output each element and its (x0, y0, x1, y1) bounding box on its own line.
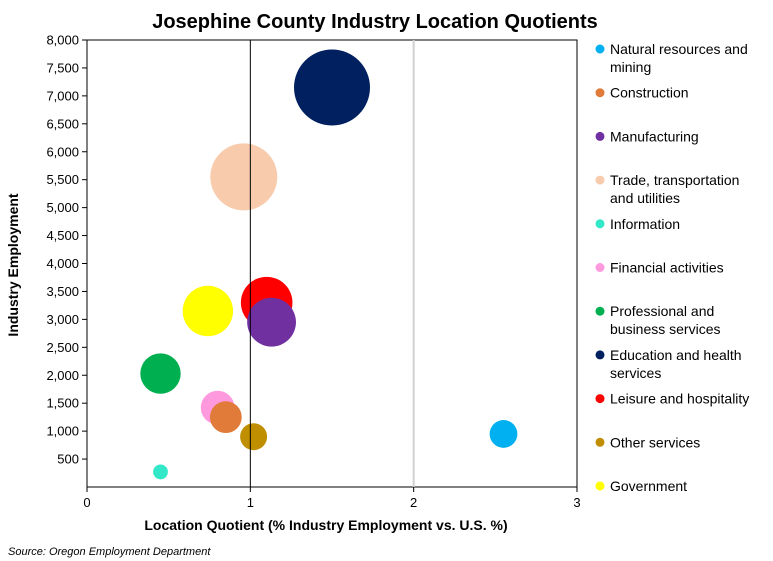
legend-item: Government (595, 478, 687, 494)
x-tick-label: 3 (573, 495, 580, 510)
legend-marker (595, 350, 605, 360)
bubble (210, 143, 278, 211)
legend-marker (595, 263, 605, 272)
y-tick-label: 8,000 (46, 33, 79, 48)
legend-label: business services (610, 321, 721, 337)
y-tick-label: 7,000 (46, 88, 79, 103)
bubble (140, 353, 181, 394)
bubble (209, 401, 242, 434)
x-tick-label: 0 (83, 495, 90, 510)
legend-marker (595, 175, 605, 185)
bubble (182, 285, 234, 337)
x-tick-label: 2 (410, 495, 417, 510)
legend-item: Information (595, 216, 680, 232)
legend-label: Information (610, 216, 680, 232)
legend-label: Construction (610, 85, 689, 101)
y-tick-label: 6,000 (46, 144, 79, 159)
y-tick-label: 3,500 (46, 284, 79, 299)
legend-marker (595, 88, 605, 98)
bubbles (140, 49, 518, 480)
legend-marker (595, 131, 605, 141)
y-tick-label: 1,000 (46, 424, 79, 439)
legend-marker (595, 481, 605, 491)
legend-label: mining (610, 59, 651, 75)
legend-marker (595, 44, 605, 54)
legend-label: Natural resources and (610, 41, 748, 57)
y-tick-label: 5,000 (46, 200, 79, 215)
y-axis-title: Industry Employment (5, 193, 21, 336)
y-tick-label: 4,500 (46, 228, 79, 243)
y-tick-label: 2,000 (46, 368, 79, 383)
legend-label: Education and health (610, 347, 742, 363)
legend-marker (595, 306, 605, 316)
legend-item: Financial activities (595, 260, 724, 276)
y-tick-label: 1,500 (46, 396, 79, 411)
legend-marker (595, 394, 605, 404)
legend-item: Education and health services (595, 347, 742, 381)
axes: 0 1 2 3 500 1,000 1,500 2,000 2,500 3,000 3,500 4,0… (46, 33, 580, 511)
legend-label: Trade, transportation (610, 172, 739, 188)
legend-label: Other services (610, 434, 700, 450)
legend-item: Manufacturing (595, 128, 699, 144)
legend-label: Manufacturing (610, 128, 699, 144)
y-tick-label: 7,500 (46, 60, 79, 75)
bubble (294, 49, 370, 126)
chart-title: Josephine County Industry Location Quoti… (152, 11, 598, 33)
legend-item: Other services (595, 434, 700, 450)
y-tick-label: 500 (57, 452, 79, 467)
legend-item: Trade, transportation and utilities (595, 172, 739, 206)
legend-label: Professional and (610, 303, 714, 319)
legend-label: Financial activities (610, 260, 724, 276)
source-note: Source: Oregon Employment Department (8, 546, 211, 558)
legend-item: Natural resources and mining (595, 41, 748, 75)
legend-marker (595, 219, 605, 229)
legend-item: Professional and business services (595, 303, 721, 337)
legend-label: Leisure and hospitality (610, 391, 749, 407)
y-tick-label: 3,000 (46, 312, 79, 327)
legend-item: Leisure and hospitality (595, 391, 749, 407)
bubble (153, 464, 168, 480)
bubble (247, 297, 296, 347)
legend-label: Government (610, 478, 687, 494)
bubble (240, 423, 268, 451)
y-tick-label: 2,500 (46, 340, 79, 355)
y-tick-label: 6,500 (46, 116, 79, 131)
y-tick-label: 4,000 (46, 256, 79, 271)
legend-item: Construction (595, 85, 689, 101)
legend-marker (595, 437, 605, 447)
legend-label: and utilities (610, 190, 680, 206)
x-tick-label: 1 (247, 495, 254, 510)
y-tick-label: 5,500 (46, 172, 79, 187)
bubble (489, 420, 518, 448)
x-axis-title: Location Quotient (% Industry Employment… (144, 517, 507, 533)
legend-label: services (610, 365, 661, 381)
legend: Natural resources and mining Construction M… (595, 41, 749, 494)
